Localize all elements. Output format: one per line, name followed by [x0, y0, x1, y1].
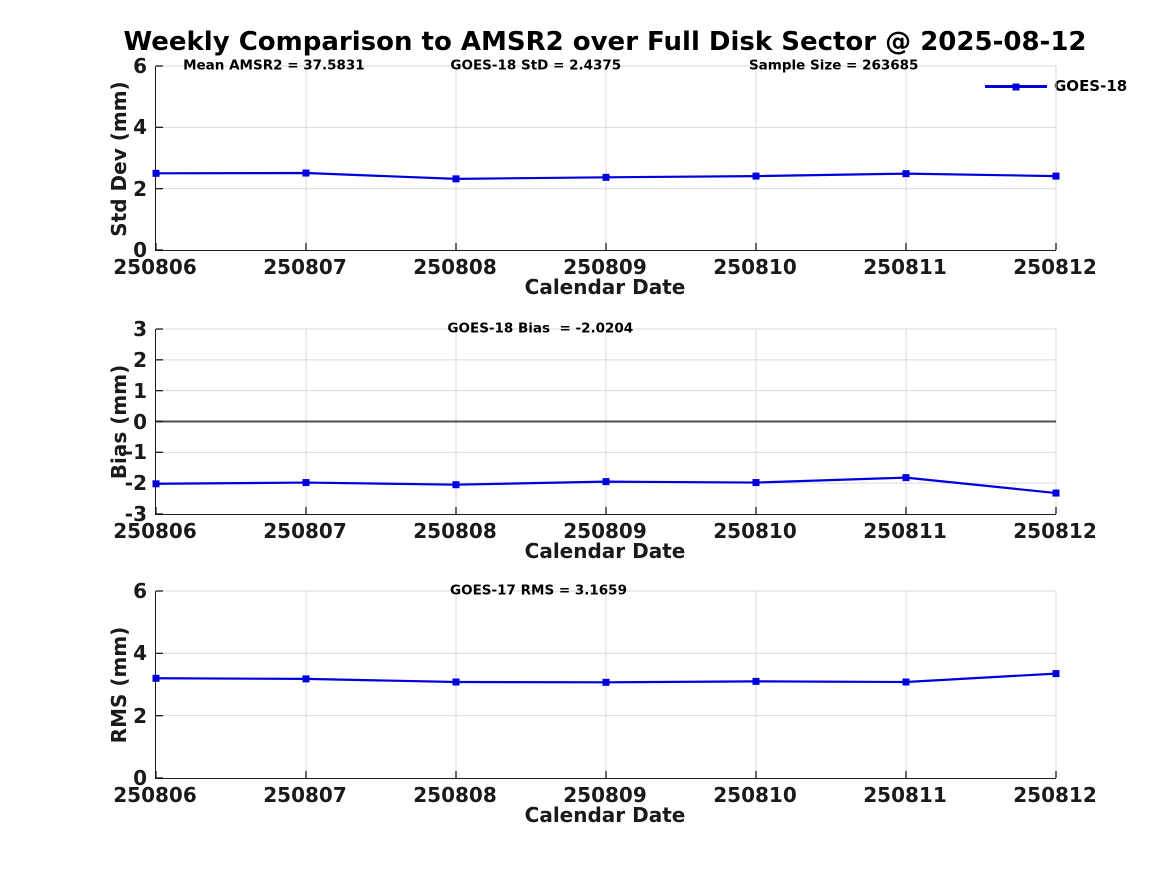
std-dev-chart-canvas	[152, 65, 1060, 251]
x-tick-label: 250807	[263, 783, 347, 807]
y-tick-label: 6	[133, 579, 147, 603]
x-tick-label: 250810	[713, 255, 797, 279]
x-tick-label: 250810	[713, 519, 797, 543]
legend-label: GOES-18	[1054, 77, 1128, 95]
x-tick-label: 250808	[413, 783, 497, 807]
x-tick-label: 250809	[563, 783, 647, 807]
x-axis-label: Calendar Date	[524, 803, 686, 827]
rms-chart-canvas	[152, 590, 1060, 779]
x-tick-labels: 250806 250807 250808 250809 250810 250811 2508…	[113, 255, 1097, 279]
legend: GOES-18	[985, 79, 1127, 94]
y-axis-label: Bias (mm)	[107, 364, 131, 480]
x-tick-label: 250809	[563, 519, 647, 543]
x-tick-label: 250810	[713, 783, 797, 807]
x-axis-label: Calendar Date	[524, 275, 686, 299]
figure-title: Weekly Comparison to AMSR2 over Full Dis…	[123, 27, 1087, 57]
y-tick-label: 2	[133, 703, 147, 728]
bias-chart-canvas	[152, 328, 1060, 515]
plot-area-bias: -3 -2 -1 0 1 2 3 GOES-18 Bias = -2.0204	[125, 319, 1060, 524]
y-tick-label: 0	[133, 409, 147, 434]
y-axis-label: Std Dev (mm)	[107, 80, 131, 237]
y-tick-label: 2	[133, 347, 147, 372]
x-tick-label: 250812	[1013, 783, 1097, 807]
x-tick-label: 250811	[863, 783, 947, 807]
x-tick-label: 250811	[863, 255, 947, 279]
x-tick-label: 250806	[113, 255, 197, 279]
x-tick-label: 250807	[263, 519, 347, 543]
x-tick-label: 250807	[263, 255, 347, 279]
x-axis-label: Calendar Date	[524, 539, 686, 563]
x-tick-label: 250809	[563, 255, 647, 279]
y-tick-label: 1	[133, 378, 147, 403]
x-tick-label: 250811	[863, 519, 947, 543]
x-tick-label: 250812	[1013, 255, 1097, 279]
y-tick-label: 2	[133, 176, 147, 201]
legend-square-marker	[1012, 83, 1020, 90]
x-tick-label: 250812	[1013, 519, 1097, 543]
x-tick-labels: 250806 250807 250808 250809 250810 250811 2508…	[113, 519, 1097, 543]
legend-line-sample	[985, 83, 1047, 90]
x-tick-label: 250808	[413, 519, 497, 543]
y-axis-label: RMS (mm)	[107, 626, 131, 744]
panel-bias: Bias (mm) -3 -2 -1 0 1 2 3 GOES-18 Bias = -2.0…	[107, 319, 1097, 561]
x-tick-label: 250806	[113, 519, 197, 543]
x-tick-labels: 250806 250807 250808 250809 250810 250811 2508…	[113, 783, 1097, 807]
y-tick-label: 4	[133, 641, 147, 666]
y-tick-label: 6	[133, 54, 147, 78]
y-tick-label: 4	[133, 115, 147, 140]
x-tick-label: 250806	[113, 783, 197, 807]
y-tick-label: 3	[133, 317, 147, 341]
x-tick-label: 250808	[413, 255, 497, 279]
